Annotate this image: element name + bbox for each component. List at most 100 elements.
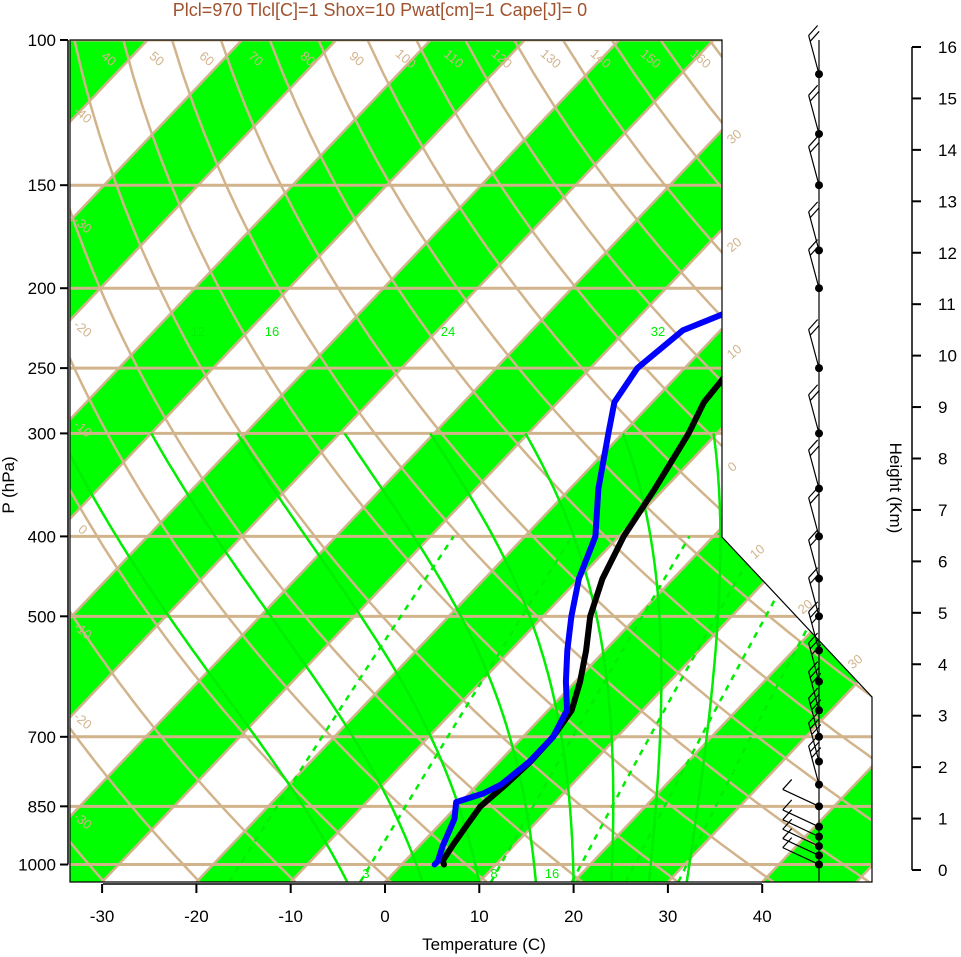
wind-barb-feather xyxy=(809,207,820,219)
height-tick-label: 3 xyxy=(938,707,947,726)
mixing-ratio-label: 3 xyxy=(362,866,369,881)
dry-adiabat-label: 60 xyxy=(197,48,218,69)
x-tick-label: -30 xyxy=(90,907,115,926)
wind-barb xyxy=(782,788,820,807)
wind-barb xyxy=(808,539,820,579)
wind-barb xyxy=(808,671,820,711)
moist-adiabat-label: 24 xyxy=(441,324,455,339)
moist-adiabat-line xyxy=(621,432,663,882)
dry-adiabat-line xyxy=(122,40,775,882)
wind-barb xyxy=(808,146,820,186)
isotherm-label: 0 xyxy=(725,458,740,474)
wind-barb-feather xyxy=(782,799,793,811)
y-tick-label: 200 xyxy=(28,279,56,298)
wind-barb-feather xyxy=(808,439,819,451)
isotherm-label: 20 xyxy=(795,596,816,617)
wind-barb xyxy=(808,95,820,135)
wind-barb xyxy=(782,809,820,828)
mixing-ratio-line xyxy=(359,535,574,882)
wind-barb-feather xyxy=(809,30,820,42)
moist-adiabat-line xyxy=(70,432,349,882)
x-tick-label: 10 xyxy=(470,907,489,926)
y-tick-label: 100 xyxy=(28,31,56,50)
isotherm-line xyxy=(70,40,809,882)
x-tick-label: 40 xyxy=(753,907,772,926)
temperature-line xyxy=(439,80,872,868)
wind-barb-feather xyxy=(808,687,819,699)
height-tick-label: 4 xyxy=(938,655,947,674)
dry-adiabat-line xyxy=(415,40,872,882)
height-tick-label: 0 xyxy=(938,861,947,880)
x-axis-label: Temperature (C) xyxy=(422,935,546,954)
mixing-ratio-label: 8 xyxy=(490,866,497,881)
wind-barb-feather xyxy=(808,384,819,396)
isotherm-line xyxy=(70,40,243,882)
wind-barb-feather xyxy=(811,699,822,711)
wind-barb-feather xyxy=(811,672,822,684)
dry-adiabat-line xyxy=(317,40,872,882)
height-tick-label: 12 xyxy=(938,244,957,263)
wind-barb-feather xyxy=(808,136,819,147)
x-tick-label: -10 xyxy=(278,907,303,926)
x-tick-label: 30 xyxy=(658,907,677,926)
moist-adiabat-line xyxy=(236,432,481,882)
wind-barb-feather xyxy=(782,818,793,830)
dry-adiabat-label: 50 xyxy=(147,48,168,69)
moist-adiabat-line xyxy=(524,432,615,882)
isotherm-label: 10 xyxy=(724,341,745,362)
dry-adiabat-line xyxy=(170,40,870,882)
temperature-band xyxy=(70,40,872,882)
dry-adiabat-label: 90 xyxy=(347,48,368,69)
wind-barb xyxy=(808,642,820,682)
height-tick-label: 8 xyxy=(938,450,947,469)
height-tick-label: 5 xyxy=(938,604,947,623)
moist-adiabat-label: 32 xyxy=(651,324,665,339)
wind-barb-feather xyxy=(809,718,820,730)
temperature-band xyxy=(573,40,872,882)
isotherm-label: -20 xyxy=(71,317,95,341)
height-tick-label: 16 xyxy=(938,38,957,57)
wind-barb-feather xyxy=(782,828,793,839)
height-tick-label: 11 xyxy=(938,295,956,314)
x-tick-label: -20 xyxy=(184,907,209,926)
wind-barb xyxy=(808,698,820,737)
wind-barb-feather xyxy=(809,638,820,650)
wind-barb-feather xyxy=(782,809,793,821)
y-tick-label: 250 xyxy=(28,359,56,378)
moist-adiabat-line xyxy=(343,432,538,882)
y-tick-label: 500 xyxy=(28,607,56,626)
y-tick-label: 400 xyxy=(28,527,56,546)
wind-barb-feather xyxy=(808,84,819,96)
isotherm-line xyxy=(70,40,338,882)
x-tick-label: 0 xyxy=(380,907,389,926)
moist-adiabat-line xyxy=(150,432,424,882)
wind-barb-feather xyxy=(809,141,820,153)
mixing-ratio-line xyxy=(227,535,455,882)
temperature-band xyxy=(70,40,337,882)
wind-barb xyxy=(808,745,820,785)
moist-adiabat-line xyxy=(685,433,722,882)
dry-adiabat-line xyxy=(70,40,392,882)
dry-adiabat-line xyxy=(70,40,201,882)
isotherm-line xyxy=(761,40,872,882)
wind-barb xyxy=(808,611,820,651)
isotherm-label: 30 xyxy=(845,651,866,672)
wind-barb-feather xyxy=(808,712,819,724)
wind-column xyxy=(782,25,823,882)
dry-adiabat-line xyxy=(268,40,872,882)
wind-barb xyxy=(808,577,820,617)
x-tick-label: 20 xyxy=(564,907,583,926)
temperature-band xyxy=(70,40,525,882)
chart-title: Plcl=970 Tlcl[C]=1 Shox=10 Pwat[cm]=1 Ca… xyxy=(173,0,587,20)
height-tick-label: 7 xyxy=(938,501,947,520)
y-tick-label: 150 xyxy=(28,176,56,195)
wind-barb xyxy=(808,249,820,289)
moist-adiabat-label: 16 xyxy=(265,324,279,339)
dry-adiabat-line xyxy=(366,40,872,882)
y-tick-label: 850 xyxy=(28,797,56,816)
wind-barb-feather xyxy=(809,493,820,504)
wind-barb-feather xyxy=(808,632,819,644)
wind-barb-feather xyxy=(782,837,793,849)
dry-adiabat-line xyxy=(219,40,872,882)
